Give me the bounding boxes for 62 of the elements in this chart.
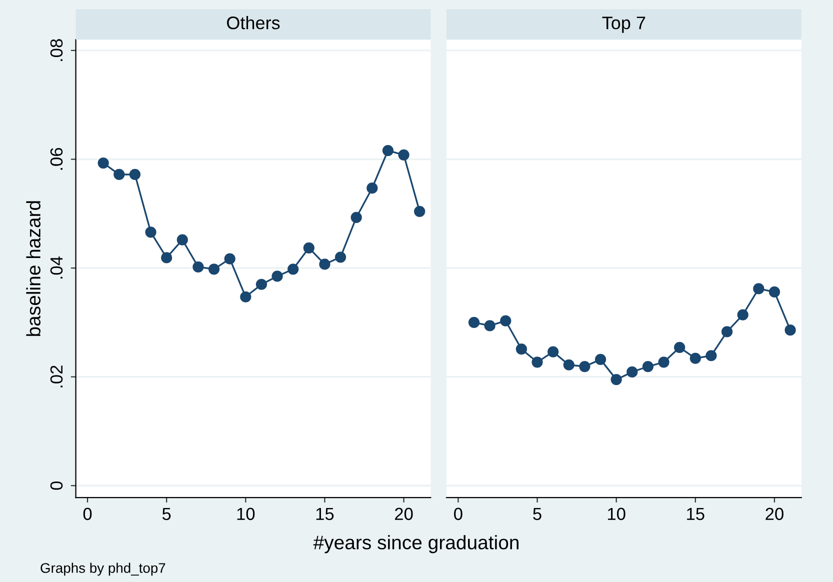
point (288, 264, 299, 275)
point (334, 252, 346, 263)
x-tick-label: 0 (454, 508, 462, 520)
point (192, 261, 204, 273)
point (768, 286, 780, 298)
point (98, 158, 109, 169)
point (563, 359, 574, 370)
chart-title: Top 7 (602, 16, 646, 33)
point (721, 326, 733, 338)
point (114, 168, 125, 180)
point (548, 346, 559, 358)
point (706, 350, 717, 362)
y-tick-label: 0 (50, 481, 63, 490)
point (350, 212, 362, 224)
x-tick-label: 15 (316, 508, 334, 520)
point (161, 252, 172, 264)
point (500, 315, 512, 326)
x-tick-label: 0 (83, 508, 92, 520)
x-tick-label: 10 (608, 508, 626, 520)
point (272, 270, 283, 282)
point (484, 320, 496, 332)
y-tick-label: .04 (50, 256, 63, 279)
point (690, 352, 701, 364)
point (224, 253, 236, 264)
point (145, 226, 156, 238)
point (753, 283, 764, 294)
point (784, 324, 796, 336)
point (532, 356, 543, 368)
x-axis-title: #years since graduation (313, 535, 518, 554)
point (176, 234, 188, 246)
x-tick-label: 10 (237, 508, 255, 520)
x-tick-label: 5 (162, 508, 171, 520)
point (594, 354, 606, 365)
point (516, 344, 527, 355)
point (674, 342, 686, 354)
y-axis-title: baseline hazard (26, 201, 40, 336)
point (468, 316, 480, 328)
point (398, 149, 410, 160)
point (366, 182, 378, 194)
x-tick-label: 20 (766, 508, 784, 520)
x-tick-label: 5 (533, 508, 542, 520)
point (240, 291, 252, 302)
point (256, 278, 268, 290)
point (414, 206, 426, 218)
point (642, 360, 654, 372)
point (319, 258, 330, 270)
y-tick-label: .08 (50, 39, 63, 61)
point (579, 360, 590, 372)
chart-title: Others (226, 16, 280, 30)
y-tick-label: .02 (50, 366, 63, 388)
point (610, 374, 622, 386)
point (303, 242, 314, 254)
point (658, 356, 670, 368)
point (626, 366, 638, 378)
y-tick-label: .06 (50, 148, 63, 170)
point (382, 144, 394, 156)
x-tick-label: 20 (394, 508, 413, 520)
text: Graphs by phd_top7 (40, 562, 166, 576)
point (208, 264, 220, 275)
point (737, 309, 748, 320)
x-tick-label: 15 (687, 508, 704, 520)
point (129, 168, 140, 180)
